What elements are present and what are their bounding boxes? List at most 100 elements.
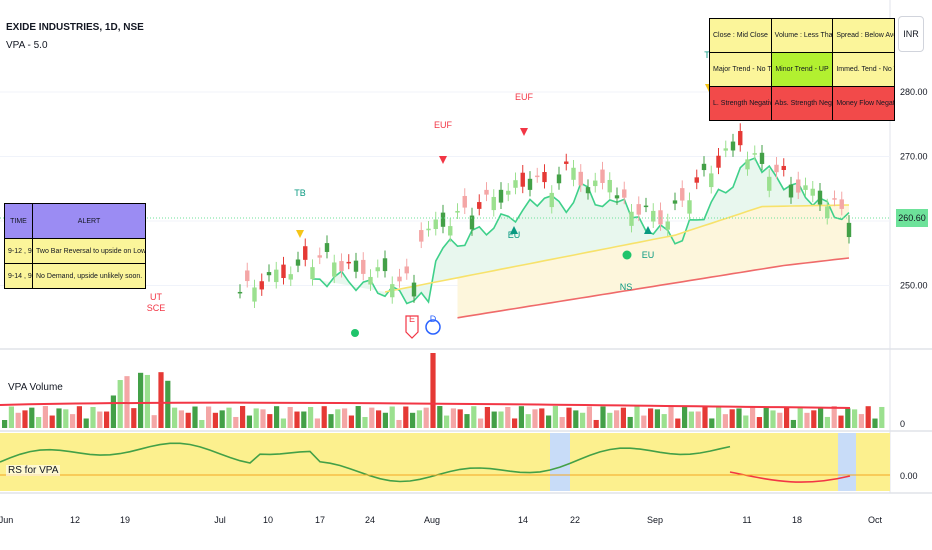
candle-body [237,291,243,294]
ns-dot [622,250,632,260]
volume-bar [192,406,198,428]
volume-bar [797,406,803,428]
volume-bar [722,414,728,428]
d-circle-marker [425,319,441,335]
candle-body [455,210,460,213]
candle-body [680,188,685,201]
volume-bar [362,417,368,428]
candle-body [629,211,634,226]
signal-label: UT [150,292,162,302]
volume-bar [491,411,497,428]
volume-bar [484,406,490,428]
x-tick-label: 11 [742,515,751,525]
x-tick-label: Jul [214,515,226,525]
alert-row-text: Two Bar Reversal to upside on Low volume… [32,238,146,264]
candle-body [346,261,351,264]
volume-bar [104,411,110,428]
alert-row-time: 9-12 , 9:15 [4,238,33,264]
volume-bar [110,395,116,428]
volume-bar [403,406,409,428]
candle-body [259,281,264,290]
candle-body [448,226,453,236]
up-triangle-marker [510,226,518,234]
volume-bar [355,406,361,428]
volume-bar [444,415,450,428]
volume-bar [450,408,456,428]
candle-body [361,259,366,274]
volume-bar [430,353,436,428]
candle-body [513,180,518,188]
volume-bar [770,410,776,428]
down-triangle-marker [520,128,528,136]
candle-body [281,264,286,279]
status-cell: Spread : Below Average [832,18,895,53]
signal-label: D [430,314,437,324]
price-tick-label: 250.00 [900,281,928,291]
volume-bar [641,415,647,428]
candle-body [477,202,482,209]
volume-bar [158,372,164,428]
volume-bar [287,406,293,428]
rs-highlight-band [550,433,570,491]
candle-body [817,190,823,205]
volume-bar [76,406,82,428]
volume-bar [274,406,280,428]
volume-bar [790,419,796,428]
status-cell: Abs. Strength Negative [770,86,834,121]
candle-body [730,141,736,151]
candle-body [781,165,786,170]
volume-bar [342,408,348,428]
candle-body [274,269,279,283]
candle-body [738,131,743,146]
signal-label: EUF [515,92,534,102]
volume-bar [233,416,239,428]
volume-bar [308,407,314,428]
volume-bar [165,380,171,428]
volume-bar [552,406,558,428]
ema-band-fill [457,205,849,318]
candle-body [542,172,547,183]
x-tick-label: 24 [365,515,375,525]
volume-bar [784,406,790,428]
volume-bar [879,406,885,428]
volume-bar [416,410,422,428]
volume-bar [471,406,477,428]
x-tick-label: 18 [792,515,802,525]
candle-body [310,267,315,280]
candle-body [752,153,757,155]
volume-bar [600,406,606,428]
volume-bar [22,410,28,428]
volume-bar [580,412,586,428]
candle-body [846,222,852,238]
signal-label: SCE [147,303,166,313]
volume-bar [695,411,701,428]
volume-bar [2,420,8,428]
volume-bar [301,411,307,428]
volume-bar [607,412,613,428]
candle-body [520,172,525,187]
volume-bar [29,407,35,428]
down-triangle-marker [439,156,447,164]
volume-bar [138,372,144,428]
signal-label: EUF [434,120,453,130]
volume-bar [226,407,232,428]
currency-badge[interactable]: INR [898,16,924,52]
candle-body [303,246,308,260]
candle-body [324,243,330,252]
volume-bar [498,411,504,428]
candle-body [716,155,721,168]
alert-row-time: 9-14 , 9:15 [4,263,33,289]
candle-body [339,261,344,272]
volume-bar [457,409,463,428]
ema-mid-line [384,204,850,293]
candle-body [353,260,359,272]
x-tick-label: 10 [263,515,273,525]
candle-body [419,230,424,242]
x-tick-label: Sep [647,515,663,525]
volume-bar [49,415,55,428]
volume-bar [824,416,830,428]
volume-bar [144,374,150,428]
candle-body [295,259,301,266]
